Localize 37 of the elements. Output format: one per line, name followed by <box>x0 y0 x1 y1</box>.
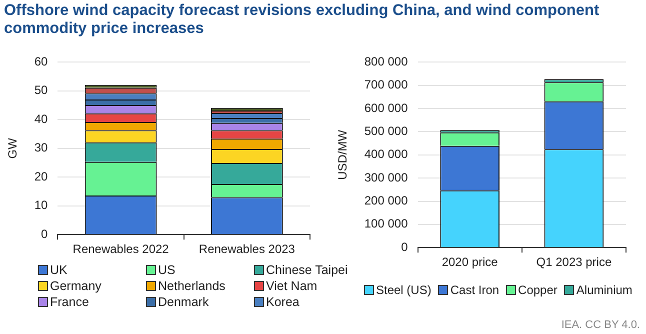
x-tick-label: Renewables 2023 <box>198 242 296 256</box>
y-tick-label: 300 000 <box>364 170 408 184</box>
legend-label: US <box>158 263 176 277</box>
legend-label: Chinese Taipei <box>266 263 348 277</box>
y-tick-label: 600 000 <box>364 100 408 115</box>
x-tick-label: 2020 price <box>442 255 498 270</box>
y-tick-label: 0 <box>41 226 48 241</box>
y-tick-label: 20 <box>34 169 48 184</box>
legend-label: UK <box>50 263 68 277</box>
legend-label: Denmark <box>158 295 209 309</box>
y-tick-label: 800 000 <box>364 54 408 69</box>
legend-label: Copper <box>518 283 558 297</box>
legend-label: France <box>50 295 89 309</box>
y-axis-title: USD/MW <box>336 129 350 180</box>
y-tick-label: 200 000 <box>364 194 408 208</box>
y-axis-title: GW <box>6 137 20 159</box>
legend-label: Germany <box>50 279 102 293</box>
legend-label: Steel (US) <box>376 283 432 297</box>
y-tick-label: 100 000 <box>364 216 408 231</box>
legend-label: Netherlands <box>158 279 226 293</box>
y-tick-label: 500 000 <box>364 124 408 138</box>
y-tick-label: 30 <box>34 140 48 155</box>
legend-label: Aluminium <box>576 283 632 297</box>
legend-label: Cast Iron <box>450 283 500 297</box>
x-tick-label: Q1 2023 price <box>536 255 612 270</box>
y-tick-label: 700 000 <box>364 78 408 92</box>
y-tick-label: 0 <box>401 240 408 254</box>
chart-title: Offshore wind capacity forecast revisions excluding China, and wind component commodity price increases <box>4 2 600 38</box>
legend-label: Korea <box>266 295 300 309</box>
y-tick-label: 400 000 <box>364 147 408 162</box>
y-tick-label: 40 <box>34 112 48 126</box>
legend-label: Viet Nam <box>266 279 318 293</box>
text: IEA. CC BY 4.0. <box>561 319 640 331</box>
y-tick-label: 60 <box>34 54 48 69</box>
x-tick-label: Renewables 2022 <box>72 242 170 256</box>
y-tick-label: 10 <box>34 198 48 212</box>
y-tick-label: 50 <box>34 83 48 98</box>
